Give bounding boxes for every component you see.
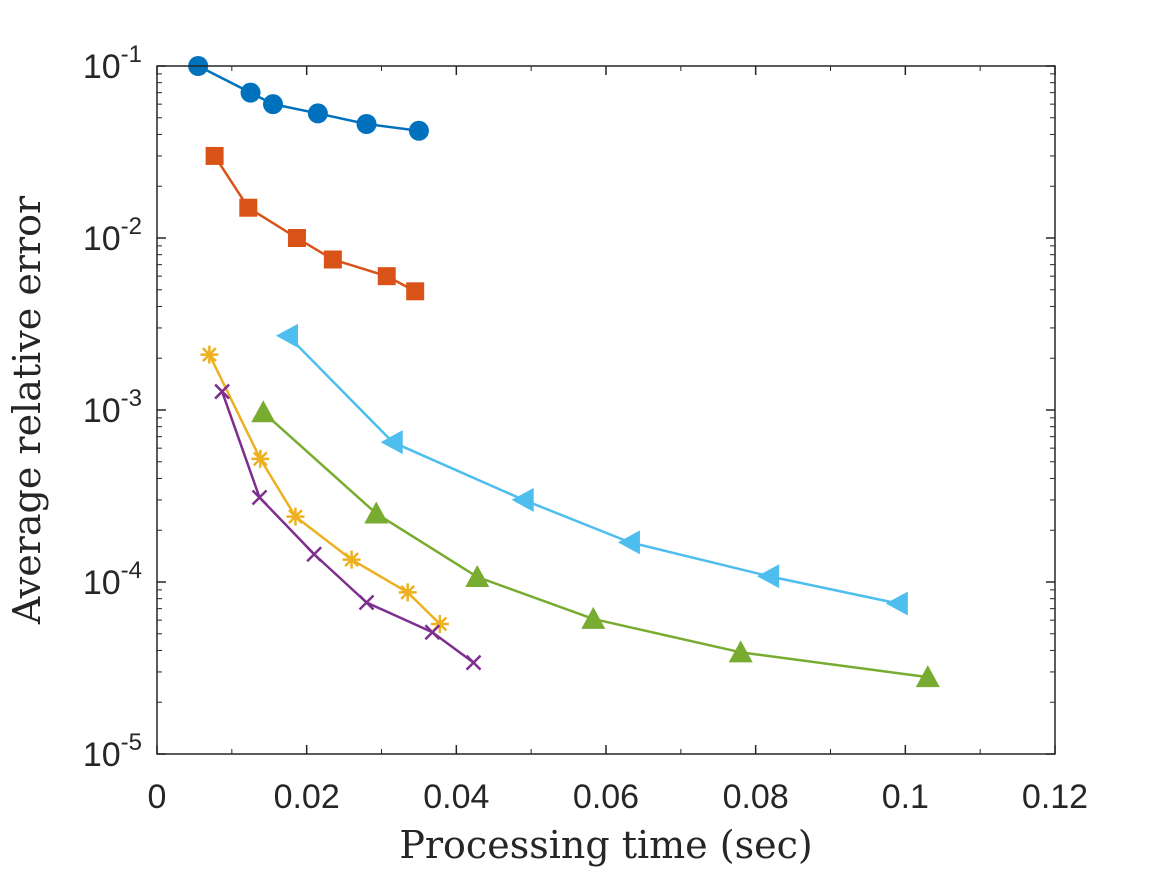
x-axis-label: Processing time (sec)	[399, 823, 812, 867]
data-point-triangle-left	[380, 430, 403, 455]
data-point-circle	[240, 82, 261, 103]
data-point-x	[465, 654, 482, 671]
series-triangle-left	[275, 323, 908, 616]
data-point-x	[358, 594, 375, 611]
data-point-triangle	[465, 564, 490, 587]
y-tick-label: 10-1	[83, 41, 142, 86]
series-line	[220, 391, 475, 664]
x-tick-label: 0.12	[1022, 778, 1088, 816]
data-point-square	[239, 198, 258, 217]
series-x	[214, 383, 482, 671]
data-point-asterisk	[286, 507, 305, 526]
data-point-triangle-left	[275, 323, 298, 348]
data-point-triangle-left	[885, 591, 908, 616]
axes: 0 0.02 0.04 0.06 0.08 0.1 0.12 10-1 10-2 10-3 10-4…	[83, 41, 1088, 816]
y-axis-label: Average relative error	[5, 195, 49, 625]
data-point-square	[205, 146, 224, 165]
series-triangle-up	[251, 400, 940, 688]
x-tick-label: 0.08	[723, 778, 789, 816]
y-tick-label: 10-2	[83, 213, 142, 258]
data-point-circle	[307, 103, 328, 124]
y-tick-label: 10-4	[83, 557, 142, 602]
data-point-triangle	[364, 501, 389, 524]
series-circle	[188, 56, 429, 141]
plot-area	[188, 56, 940, 688]
data-point-square	[287, 229, 306, 247]
x-tick-label: 0.04	[423, 778, 489, 816]
data-point-triangle	[728, 640, 753, 663]
y-tick-label: 10-5	[83, 729, 142, 774]
series-line	[287, 334, 899, 605]
data-point-circle	[356, 114, 377, 135]
x-tick-label: 0.1	[882, 778, 929, 816]
data-point-triangle	[915, 665, 940, 688]
x-tick-label: 0.02	[274, 778, 340, 816]
data-point-asterisk	[430, 614, 449, 633]
data-point-x	[306, 546, 323, 563]
data-point-x	[214, 383, 230, 400]
y-tick-label: 10-3	[83, 385, 142, 430]
data-point-triangle-left	[511, 487, 534, 512]
x-tick-label: 0.06	[573, 778, 639, 816]
data-point-triangle-left	[617, 530, 640, 555]
series-line	[262, 411, 928, 679]
series-square	[205, 146, 425, 301]
axes-frame	[156, 65, 1056, 755]
data-point-square	[377, 267, 396, 286]
data-point-square	[406, 282, 425, 301]
data-point-square	[323, 250, 342, 269]
data-point-circle	[262, 94, 283, 115]
data-point-x	[424, 624, 441, 641]
series-asterisk	[200, 345, 449, 633]
series-line	[197, 64, 420, 133]
data-point-triangle	[581, 606, 606, 629]
x-tick-label: 0	[148, 778, 167, 816]
data-point-triangle	[251, 400, 276, 423]
series-line	[208, 354, 441, 625]
data-point-triangle-left	[757, 564, 780, 589]
data-point-x	[251, 489, 268, 506]
data-point-asterisk	[398, 583, 417, 602]
data-point-circle	[408, 120, 429, 141]
data-point-asterisk	[200, 345, 219, 364]
data-point-asterisk	[251, 449, 270, 468]
data-point-asterisk	[342, 550, 361, 569]
